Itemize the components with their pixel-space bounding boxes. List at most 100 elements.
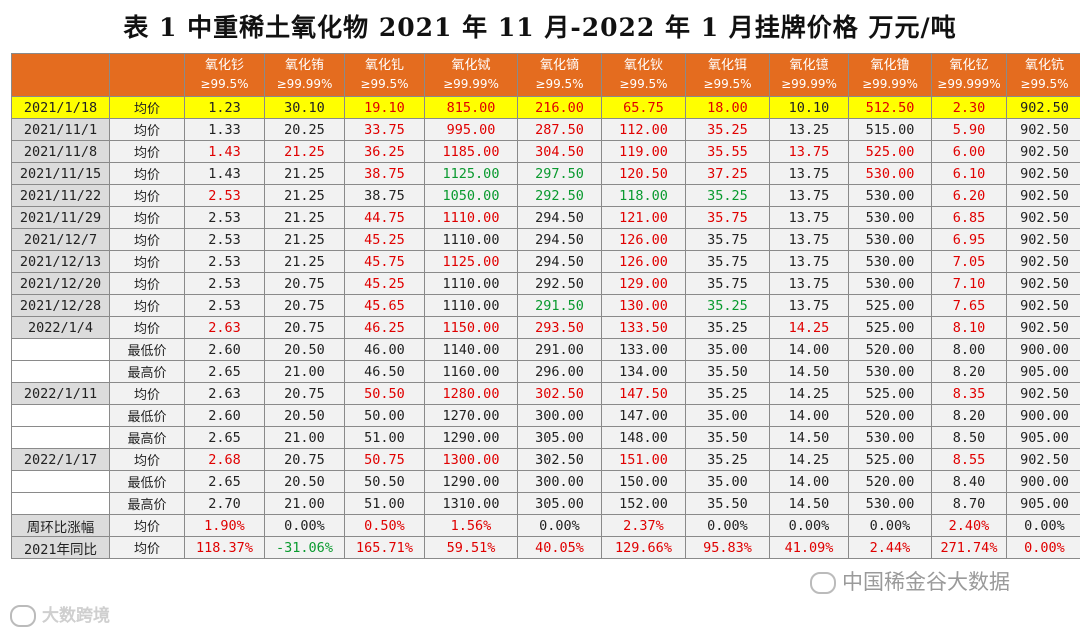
value-cell: 302.50: [517, 382, 602, 405]
value-cell: 2.53: [184, 228, 265, 251]
value-cell: 35.50: [685, 492, 770, 515]
value-cell: 292.50: [517, 272, 602, 295]
value-cell: 148.00: [601, 426, 686, 449]
value-cell: 14.00: [769, 404, 849, 427]
value-cell: 902.50: [1006, 118, 1080, 141]
value-cell: 13.75: [769, 162, 849, 185]
row-type-cell: 最高价: [109, 492, 185, 515]
value-cell: 512.50: [848, 96, 932, 119]
value-cell: 126.00: [601, 228, 686, 251]
value-cell: 520.00: [848, 404, 932, 427]
row-date-cell: 2021/12/28: [11, 294, 110, 317]
column-name: 氧化钇: [949, 58, 989, 73]
row-date-cell: 2022/1/4: [11, 316, 110, 339]
value-cell: 14.50: [769, 492, 849, 515]
value-cell: 134.00: [601, 360, 686, 383]
value-cell: 8.00: [931, 338, 1007, 361]
value-cell: 1.43: [184, 162, 265, 185]
value-cell: 7.10: [931, 272, 1007, 295]
table-row: 2021/12/13 均价 2.53 21.25 45.75 1125.00 294.50 1…: [11, 250, 1080, 273]
value-cell: 14.50: [769, 426, 849, 449]
value-cell: 902.50: [1006, 184, 1080, 207]
column-spec: ≥99.999%: [937, 77, 1001, 91]
value-cell: 35.25: [685, 448, 770, 471]
table-row: 2021/11/29 均价 2.53 21.25 44.75 1110.00 294.50 1…: [11, 206, 1080, 229]
value-cell: 525.00: [848, 382, 932, 405]
value-cell: 7.05: [931, 250, 1007, 273]
column-name: 氧化铒: [707, 58, 747, 73]
row-type-cell: 均价: [109, 140, 185, 163]
row-type-cell: 最低价: [109, 404, 185, 427]
value-cell: 0.00%: [517, 514, 602, 537]
value-cell: 900.00: [1006, 404, 1080, 427]
value-cell: 6.95: [931, 228, 1007, 251]
row-type-cell: 均价: [109, 96, 185, 119]
value-cell: 151.00: [601, 448, 686, 471]
value-cell: 14.00: [769, 470, 849, 493]
header-col-2: 氧化钆 ≥99.5%: [344, 53, 425, 97]
value-cell: 121.00: [601, 206, 686, 229]
value-cell: 0.50%: [344, 514, 425, 537]
row-date-cell: 2021/1/18: [11, 96, 110, 119]
column-spec: ≥99.99%: [276, 77, 333, 91]
value-cell: 2.63: [184, 382, 265, 405]
value-cell: 1110.00: [424, 294, 518, 317]
row-date-cell: 2022/1/11: [11, 382, 110, 405]
column-spec: ≥99.99%: [862, 77, 918, 91]
value-cell: 300.00: [517, 470, 602, 493]
value-cell: 0.00%: [685, 514, 770, 537]
value-cell: 900.00: [1006, 470, 1080, 493]
row-type-cell: 均价: [109, 162, 185, 185]
table-row: 2021/11/15 均价 1.43 21.25 38.75 1125.00 297.50 1…: [11, 162, 1080, 185]
value-cell: 520.00: [848, 470, 932, 493]
value-cell: 905.00: [1006, 426, 1080, 449]
value-cell: 51.00: [344, 426, 425, 449]
value-cell: 297.50: [517, 162, 602, 185]
value-cell: 2.63: [184, 316, 265, 339]
row-type-cell: 均价: [109, 294, 185, 317]
table-row: 周环比涨幅 均价 1.90% 0.00% 0.50% 1.56% 0.00% 2.37% 0.0…: [11, 514, 1080, 537]
table-row: 2021/1/18 均价 1.23 30.10 19.10 815.00 216.00 65.…: [11, 96, 1080, 119]
value-cell: 35.75: [685, 206, 770, 229]
row-type-cell: 最低价: [109, 470, 185, 493]
value-cell: 35.00: [685, 338, 770, 361]
value-cell: 13.75: [769, 228, 849, 251]
value-cell: 902.50: [1006, 382, 1080, 405]
value-cell: 13.75: [769, 140, 849, 163]
value-cell: 271.74%: [931, 536, 1007, 559]
value-cell: 294.50: [517, 228, 602, 251]
value-cell: 530.00: [848, 184, 932, 207]
row-type-cell: 均价: [109, 228, 185, 251]
value-cell: 126.00: [601, 250, 686, 273]
value-cell: 51.00: [344, 492, 425, 515]
value-cell: 0.00%: [769, 514, 849, 537]
value-cell: 150.00: [601, 470, 686, 493]
value-cell: 525.00: [848, 316, 932, 339]
column-name: 氧化钪: [1024, 58, 1064, 73]
value-cell: 21.00: [264, 426, 345, 449]
value-cell: 0.00%: [1006, 536, 1080, 559]
header-col-9: 氧化钇 ≥99.999%: [931, 53, 1007, 97]
row-type-cell: 均价: [109, 250, 185, 273]
value-cell: 20.25: [264, 118, 345, 141]
table-row: 2022/1/17 均价 2.68 20.75 50.75 1300.00 302.50 15…: [11, 448, 1080, 471]
value-cell: 2.53: [184, 250, 265, 273]
value-cell: 1110.00: [424, 206, 518, 229]
row-date-cell: 2021/11/22: [11, 184, 110, 207]
value-cell: 40.05%: [517, 536, 602, 559]
value-cell: 21.25: [264, 184, 345, 207]
value-cell: 14.00: [769, 338, 849, 361]
value-cell: 18.00: [685, 96, 770, 119]
value-cell: 304.50: [517, 140, 602, 163]
value-cell: 1270.00: [424, 404, 518, 427]
value-cell: 902.50: [1006, 272, 1080, 295]
table-row: 最低价 2.60 20.50 46.00 1140.00 291.00 133.00 35.0…: [11, 338, 1080, 361]
value-cell: 902.50: [1006, 316, 1080, 339]
column-spec: ≥99.5%: [703, 77, 752, 91]
value-cell: 2.53: [184, 294, 265, 317]
value-cell: 300.00: [517, 404, 602, 427]
value-cell: 21.25: [264, 228, 345, 251]
table-row: 2021/12/20 均价 2.53 20.75 45.25 1110.00 292.50 1…: [11, 272, 1080, 295]
value-cell: 2.68: [184, 448, 265, 471]
column-name: 氧化钐: [204, 58, 244, 73]
